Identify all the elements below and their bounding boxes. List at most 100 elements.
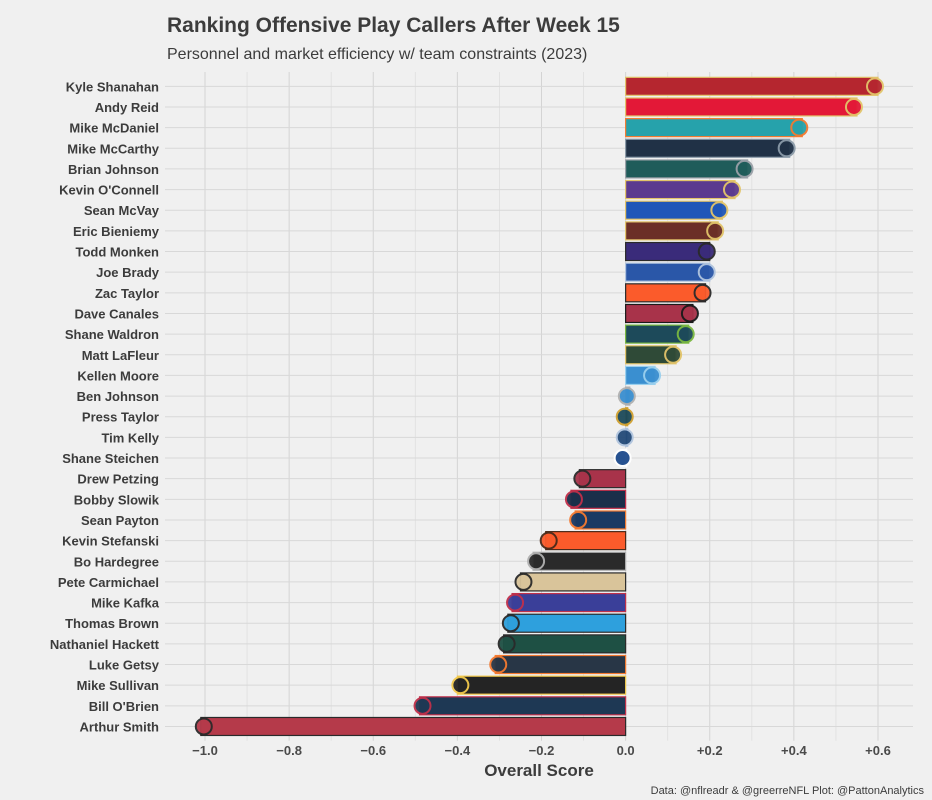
- team-logo-marker: [506, 593, 525, 612]
- y-tick-label: Mike Sullivan: [77, 678, 159, 693]
- bar: [625, 179, 736, 200]
- team-logo-marker: [527, 552, 546, 571]
- team-logo-marker: [573, 469, 592, 488]
- bar: [532, 551, 627, 571]
- team-logo-marker: [866, 77, 884, 96]
- y-tick-label: Eric Bieniemy: [73, 224, 160, 239]
- team-logo-marker: [664, 345, 683, 364]
- x-tick-label: +0.2: [697, 743, 723, 758]
- team-logo-marker: [643, 366, 662, 385]
- y-tick-label: Bo Hardegree: [74, 554, 159, 569]
- bar: [625, 221, 719, 241]
- team-logo-marker: [539, 531, 558, 550]
- team-logo-marker: [777, 139, 796, 158]
- team-logo-marker: [735, 159, 754, 178]
- team-logo-marker: [680, 304, 699, 323]
- x-tick-label: 0.0: [617, 743, 635, 758]
- y-tick-label: Thomas Brown: [65, 616, 159, 631]
- y-tick-label: Nathaniel Hackett: [50, 637, 160, 652]
- team-logo-marker: [722, 180, 741, 199]
- bar: [625, 200, 723, 220]
- y-tick-label: Brian Johnson: [68, 162, 159, 177]
- y-tick-label: Bobby Slowik: [74, 492, 160, 507]
- y-tick-label: Mike Kafka: [91, 596, 160, 611]
- team-logo-marker: [514, 572, 533, 591]
- y-tick-label: Kevin Stefanski: [62, 534, 159, 549]
- team-logo-marker: [613, 449, 632, 468]
- team-logo-marker: [615, 428, 634, 447]
- team-logo-marker: [615, 407, 634, 426]
- bar: [494, 654, 627, 675]
- y-tick-label: Todd Monken: [75, 245, 159, 260]
- chart-title: Ranking Offensive Play Callers After Wee…: [167, 14, 620, 37]
- x-tick-label: −0.2: [529, 743, 555, 758]
- bar: [200, 716, 627, 737]
- bar: [519, 572, 627, 592]
- team-logo-marker: [413, 696, 432, 715]
- team-logo-marker: [697, 242, 716, 261]
- team-logo-marker: [194, 717, 213, 736]
- y-tick-labels: Kyle Shanahan Andy Reid Mike McDaniel Mike …: [50, 79, 160, 734]
- y-tick-label: Dave Canales: [74, 306, 159, 321]
- chart-subtitle: Personnel and market efficiency w/ team …: [167, 46, 588, 63]
- team-logo-marker: [676, 325, 695, 344]
- y-tick-label: Drew Petzing: [77, 472, 159, 487]
- y-tick-label: Zac Taylor: [95, 286, 159, 301]
- y-tick-label: Kyle Shanahan: [66, 79, 159, 94]
- team-logo-marker: [617, 387, 636, 406]
- team-logo-marker: [569, 510, 588, 529]
- x-tick-label: −0.6: [360, 743, 386, 758]
- x-tick-label: −0.8: [276, 743, 302, 758]
- team-logo-marker: [697, 263, 716, 282]
- y-tick-label: Tim Kelly: [101, 430, 159, 445]
- bar: [625, 159, 749, 179]
- y-tick-label: Shane Steichen: [62, 451, 159, 466]
- bar: [418, 696, 627, 716]
- x-tick-labels: −1.0 −0.8 −0.6 −0.4 −0.2 0.0 +0.2 +0.4 +0.6: [192, 743, 891, 758]
- y-tick-label: Kellen Moore: [77, 368, 159, 383]
- x-tick-label: +0.6: [865, 743, 891, 758]
- team-logo-marker: [710, 201, 729, 220]
- y-tick-label: Sean Payton: [81, 513, 159, 528]
- bar: [503, 634, 627, 654]
- y-tick-label: Mike McCarthy: [67, 141, 160, 156]
- bar: [625, 138, 791, 158]
- y-tick-label: Luke Getsy: [89, 658, 160, 673]
- team-logo-marker: [497, 634, 516, 653]
- team-logo-marker: [564, 490, 583, 509]
- team-logo-marker: [501, 614, 520, 633]
- y-tick-label: Joe Brady: [96, 265, 160, 280]
- bar: [625, 241, 711, 262]
- y-tick-label: Andy Reid: [95, 100, 159, 115]
- bars: [194, 76, 884, 737]
- bar: [625, 97, 858, 117]
- y-tick-label: Bill O'Brien: [89, 699, 159, 714]
- bar: [625, 262, 711, 282]
- team-logo-marker: [489, 655, 508, 674]
- team-logo-marker: [844, 97, 863, 116]
- x-tick-label: +0.4: [781, 743, 807, 758]
- y-tick-label: Arthur Smith: [80, 719, 160, 734]
- x-axis-label: Overall Score: [484, 761, 594, 780]
- y-tick-label: Matt LaFleur: [82, 348, 159, 363]
- y-tick-label: Kevin O'Connell: [59, 183, 159, 198]
- y-tick-label: Press Taylor: [82, 410, 159, 425]
- bar: [625, 118, 803, 138]
- y-tick-label: Mike McDaniel: [69, 121, 159, 136]
- team-logo-marker: [451, 676, 470, 695]
- y-tick-label: Ben Johnson: [77, 389, 159, 404]
- chart-caption: Data: @nflreadr & @greerreNFL Plot: @Pat…: [650, 785, 924, 797]
- bar: [625, 76, 879, 96]
- y-tick-label: Pete Carmichael: [58, 575, 159, 590]
- y-tick-label: Sean McVay: [84, 203, 160, 218]
- bar: [456, 675, 627, 695]
- team-logo-marker: [790, 118, 809, 137]
- x-tick-label: −0.4: [445, 743, 471, 758]
- x-tick-label: −1.0: [192, 743, 218, 758]
- team-logo-marker: [693, 283, 712, 302]
- bar: [511, 592, 627, 613]
- team-logo-marker: [706, 221, 725, 240]
- y-tick-label: Shane Waldron: [65, 327, 159, 342]
- bar: [507, 613, 627, 633]
